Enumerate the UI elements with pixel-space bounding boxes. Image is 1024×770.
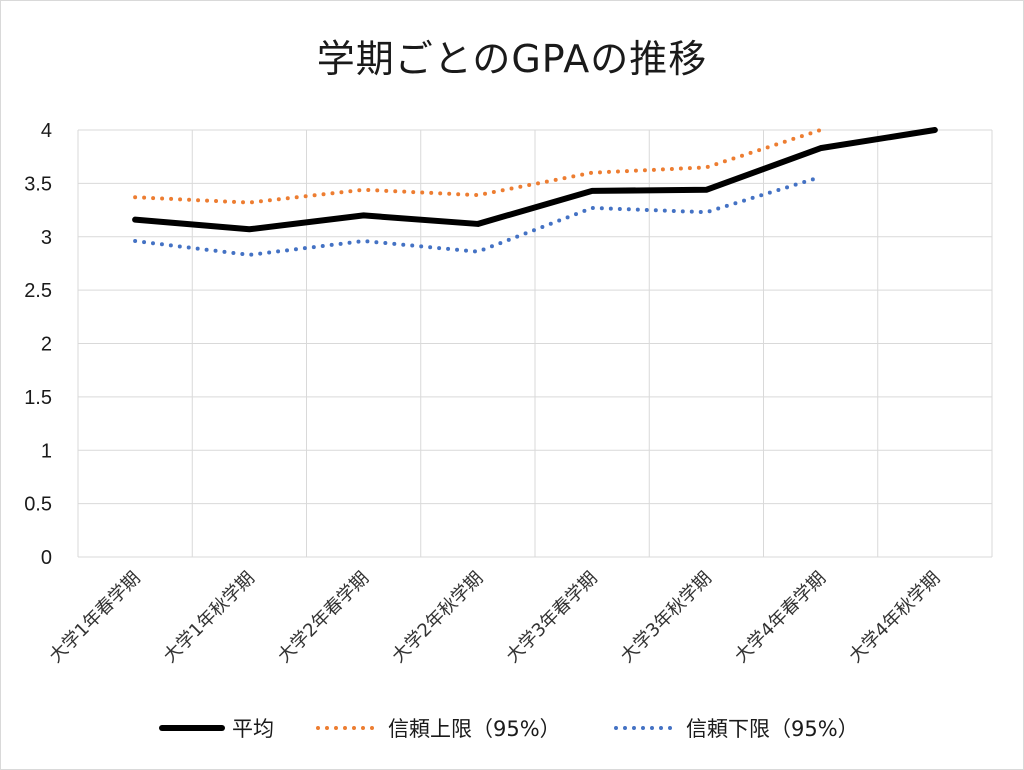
y-tick-label: 2.5 xyxy=(24,280,52,302)
y-tick-label: 1.5 xyxy=(24,387,52,409)
y-axis-ticks: 0 0.5 1 1.5 2 2.5 3 3.5 4 xyxy=(24,120,52,569)
y-tick-label: 3 xyxy=(41,227,52,249)
series-lines xyxy=(132,127,938,257)
x-tick-label: 大学2年春学期 xyxy=(274,568,373,667)
x-tick-label: 大学3年春学期 xyxy=(502,568,601,667)
series-line-average xyxy=(132,127,938,233)
x-tick-label: 大学4年秋学期 xyxy=(845,568,944,667)
legend-label: 平均 xyxy=(232,717,274,741)
y-tick-label: 1 xyxy=(41,440,52,462)
gridlines xyxy=(77,129,993,558)
series-line-upper xyxy=(133,128,823,205)
x-tick-label: 大学3年秋学期 xyxy=(617,568,716,667)
x-tick-label: 大学2年秋学期 xyxy=(388,568,487,667)
y-tick-label: 0.5 xyxy=(24,494,52,516)
x-tick-label: 大学1年秋学期 xyxy=(160,568,259,667)
y-tick-label: 3.5 xyxy=(24,173,52,195)
chart-title: 学期ごとのGPAの推移 xyxy=(316,37,708,81)
x-axis-ticks: 大学1年春学期 大学1年秋学期 大学2年春学期 大学2年秋学期 大学3年春学期 大学3年秋… xyxy=(45,568,944,667)
legend-label: 信頼下限（95%） xyxy=(686,717,859,741)
legend: 平均 信頼上限（95%） 信頼下限（95%） xyxy=(159,717,859,741)
x-tick-label: 大学4年春学期 xyxy=(731,568,830,667)
y-tick-label: 0 xyxy=(41,547,52,569)
y-tick-label: 2 xyxy=(41,334,52,356)
legend-label: 信頼上限（95%） xyxy=(388,717,561,741)
series-line-lower xyxy=(133,174,823,257)
x-tick-label: 大学1年春学期 xyxy=(45,568,144,667)
y-tick-label: 4 xyxy=(41,120,52,142)
